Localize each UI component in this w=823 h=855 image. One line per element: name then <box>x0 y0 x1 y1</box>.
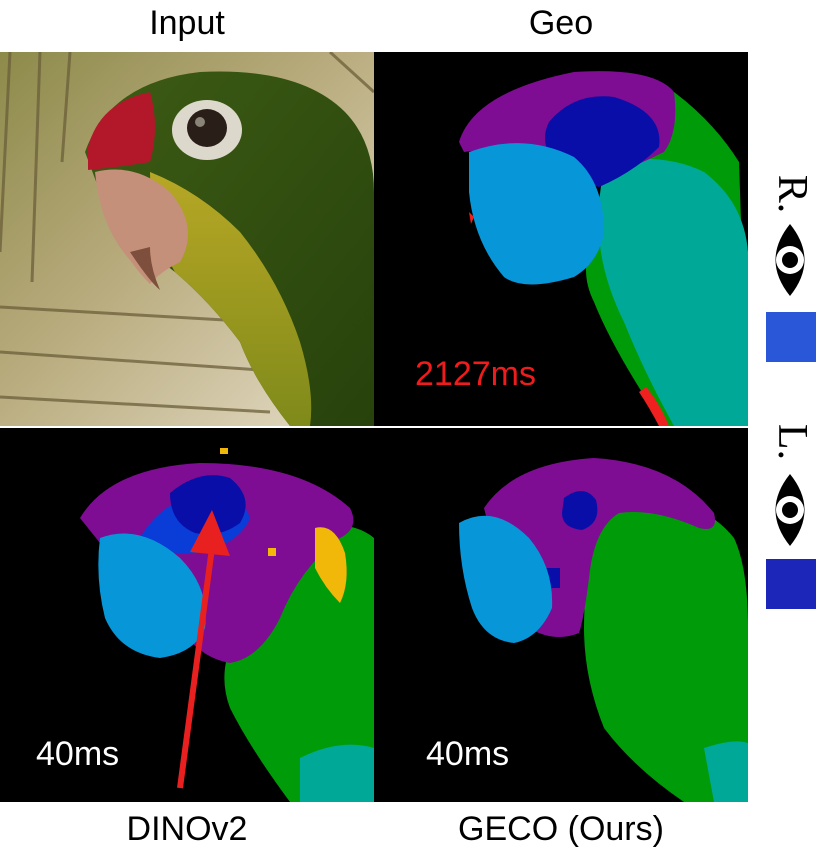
segment-chest-teal <box>598 158 748 426</box>
legend-label-left: L. <box>769 423 815 461</box>
segment-eye-darkblue <box>170 475 246 535</box>
arrow-head-icon <box>190 510 230 556</box>
segment-eye-darkblue <box>562 490 598 530</box>
geo-segmentation-map <box>459 71 748 426</box>
segment-yellow-spot <box>315 527 347 603</box>
geco-segmentation-map <box>459 458 748 802</box>
geco-timing-label: 40ms <box>426 735 510 773</box>
geco-segmentation-panel: 40ms <box>374 428 748 802</box>
dinov2-timing-label: 40ms <box>36 735 120 773</box>
segment-face-lightblue <box>469 143 604 285</box>
legend-swatch-right <box>766 312 816 362</box>
dinov2-segmentation-panel: 40ms <box>0 428 374 802</box>
segment-red-strip <box>639 387 669 426</box>
eye-icon <box>775 474 805 546</box>
legend-label-right: R. <box>769 174 815 214</box>
column-title-dinov2: DINOv2 <box>126 810 248 848</box>
legend-swatch-left <box>766 559 816 609</box>
geo-timing-label: 2127ms <box>415 355 536 393</box>
parrot-photo <box>0 52 374 426</box>
column-title-geco: GECO (Ours) <box>458 810 664 848</box>
segment-face-lightblue <box>98 533 206 658</box>
dinov2-segmentation-map <box>80 448 374 802</box>
column-title-geo: Geo <box>528 4 594 42</box>
input-photo-panel <box>0 52 374 426</box>
segment-head-purple <box>80 463 354 663</box>
segment-body-green <box>584 502 748 802</box>
geo-segmentation-panel: 2127ms <box>374 52 748 426</box>
eye-icon <box>775 224 805 296</box>
annotation-arrow <box>177 547 215 789</box>
column-title-input: Input <box>149 4 225 42</box>
segment-face-lightblue <box>459 515 553 643</box>
